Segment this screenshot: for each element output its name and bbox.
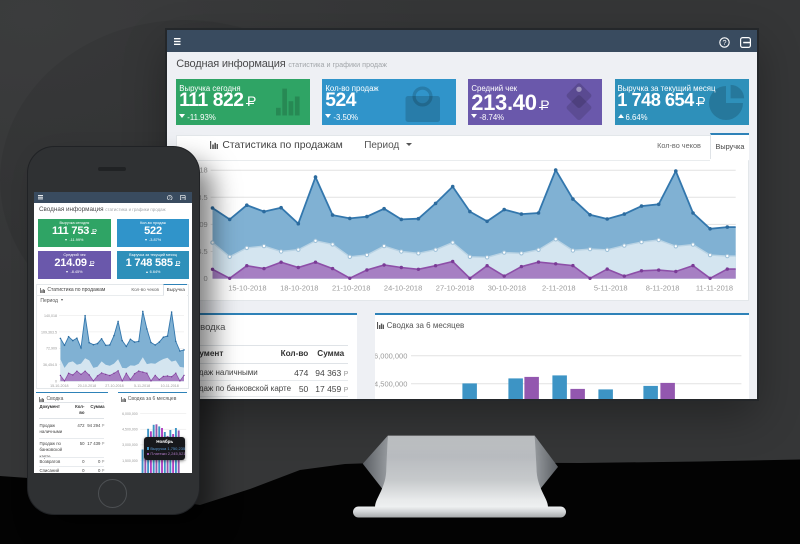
svg-text:?: ? bbox=[169, 196, 171, 200]
svg-text:24-10-2018: 24-10-2018 bbox=[384, 283, 422, 292]
svg-text:5-11-2018: 5-11-2018 bbox=[134, 384, 150, 388]
svg-text:72,909: 72,909 bbox=[46, 346, 57, 350]
svg-text:0: 0 bbox=[55, 379, 57, 383]
svg-text:5-11-2018: 5-11-2018 bbox=[594, 283, 628, 292]
svg-text:3,000,000: 3,000,000 bbox=[122, 443, 138, 447]
svg-text:27-10-2018: 27-10-2018 bbox=[436, 283, 474, 292]
svg-text:8-11-2018: 8-11-2018 bbox=[646, 283, 680, 292]
svg-text:4,500,000: 4,500,000 bbox=[122, 428, 138, 432]
svg-text:36,454.5: 36,454.5 bbox=[43, 363, 57, 367]
svg-text:6,000,000: 6,000,000 bbox=[375, 351, 407, 360]
svg-text:1,500,000: 1,500,000 bbox=[122, 459, 138, 463]
svg-text:140,018: 140,018 bbox=[44, 313, 57, 317]
svg-text:20-10-2018: 20-10-2018 bbox=[78, 384, 96, 388]
svg-text:15-10-2018: 15-10-2018 bbox=[50, 384, 68, 388]
svg-text:10-11-2018: 10-11-2018 bbox=[161, 384, 179, 388]
svg-text:6,000,000: 6,000,000 bbox=[122, 412, 138, 416]
svg-text:?: ? bbox=[722, 38, 726, 47]
svg-text:27-10-2018: 27-10-2018 bbox=[105, 384, 123, 388]
svg-text:21-10-2018: 21-10-2018 bbox=[332, 283, 370, 292]
svg-text:30-10-2018: 30-10-2018 bbox=[488, 283, 526, 292]
svg-text:11-11-2018: 11-11-2018 bbox=[696, 283, 733, 292]
svg-text:0: 0 bbox=[204, 274, 208, 283]
svg-text:15-10-2018: 15-10-2018 bbox=[229, 283, 267, 292]
svg-text:2-11-2018: 2-11-2018 bbox=[542, 283, 576, 292]
svg-text:109,363.5: 109,363.5 bbox=[41, 330, 57, 334]
svg-text:18-10-2018: 18-10-2018 bbox=[280, 283, 318, 292]
svg-text:4,500,000: 4,500,000 bbox=[375, 379, 407, 388]
